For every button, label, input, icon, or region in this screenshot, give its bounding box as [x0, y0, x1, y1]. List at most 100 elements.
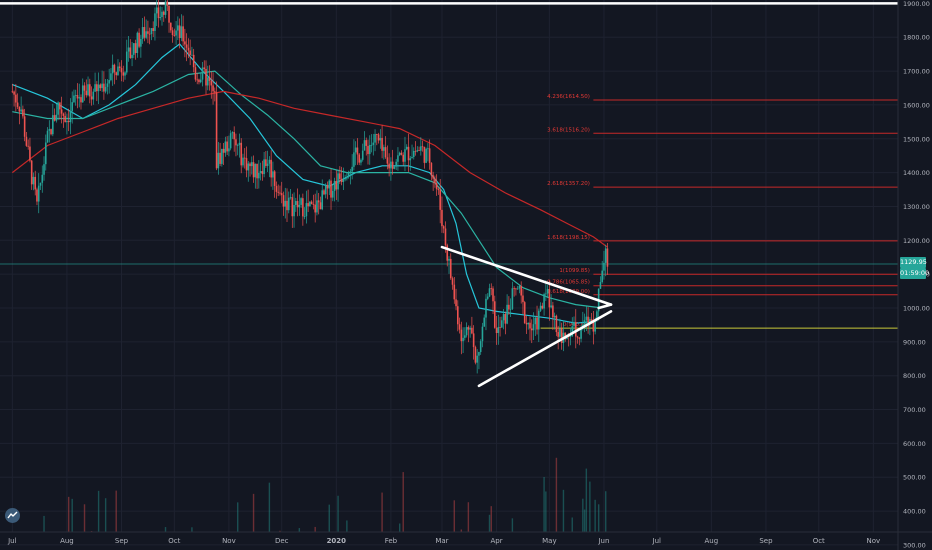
volume-bar	[467, 502, 470, 532]
volume-bar	[346, 520, 348, 532]
trendlines[interactable]	[440, 245, 613, 388]
candle-body	[108, 80, 110, 84]
tradingview-logo-icon[interactable]	[5, 508, 20, 523]
candle-body	[52, 115, 54, 135]
candle-body	[96, 84, 98, 92]
candle-body	[113, 64, 116, 73]
candle-body	[117, 66, 119, 76]
candle-body	[87, 84, 89, 96]
candle-body	[55, 114, 58, 121]
volume-bar	[605, 491, 607, 532]
volume-bar	[97, 490, 100, 532]
candle-body	[30, 160, 33, 185]
candle-body	[178, 25, 181, 39]
candle-body	[449, 258, 452, 279]
time-axis[interactable]: Jul Aug Sep Oct Nov Dec 2020 Feb Mar Apr May Jun Jul…	[0, 531, 932, 545]
candle-body	[326, 185, 329, 189]
candle-body	[23, 116, 26, 137]
candle-body	[53, 115, 56, 121]
volume-bar	[328, 504, 330, 532]
candle-body	[358, 154, 360, 163]
candle-body	[229, 133, 232, 149]
candle-body	[131, 54, 133, 59]
candle-body	[122, 72, 125, 76]
price-tick-label: 300.00	[903, 541, 926, 549]
candle-body	[479, 341, 482, 353]
candle-body	[25, 136, 28, 146]
candle-body	[353, 152, 355, 167]
candle-body	[106, 83, 109, 87]
candle-body	[261, 171, 264, 175]
candle-body	[141, 27, 144, 40]
candle-body	[397, 155, 399, 162]
candle-body	[215, 92, 218, 169]
candle-body	[606, 248, 609, 267]
candle-body	[541, 305, 544, 309]
candle-body	[324, 185, 327, 195]
candle-body	[539, 305, 542, 311]
candle-body	[152, 28, 154, 32]
candle-body	[411, 156, 413, 159]
candle-body	[76, 95, 79, 99]
candle-body	[282, 195, 285, 207]
candle-body	[64, 115, 66, 123]
candle-body	[268, 159, 271, 164]
candle-body	[171, 30, 174, 36]
time-tick-label: Nov	[867, 537, 881, 545]
candle-body	[552, 305, 554, 318]
candle-body	[316, 200, 318, 213]
candle-body	[78, 97, 81, 99]
candle-body	[395, 161, 397, 167]
candle-body	[354, 147, 357, 153]
volume-bar	[71, 498, 73, 532]
candle-body	[502, 314, 505, 321]
candle-body	[312, 204, 315, 205]
candle-body	[289, 197, 292, 199]
candle-body	[530, 328, 533, 331]
candle-body	[272, 171, 274, 178]
candle-body	[488, 288, 491, 297]
candle-body	[46, 130, 49, 143]
volume-bar	[279, 530, 281, 532]
candle-body	[365, 140, 368, 146]
candle-body	[192, 54, 195, 68]
volume-bar	[543, 476, 545, 532]
candle-body	[22, 109, 24, 117]
volume-bar	[594, 499, 596, 532]
volume-bars	[18, 457, 607, 532]
triangle-trendline	[440, 245, 613, 306]
candle-body	[157, 7, 160, 19]
candle-body	[60, 109, 63, 114]
candle-body	[580, 328, 582, 339]
candle-body	[18, 106, 21, 112]
candle-body	[303, 216, 306, 218]
candle-body	[182, 26, 184, 42]
time-tick-label: Feb	[385, 537, 398, 545]
candle-body	[515, 288, 517, 290]
candle-body	[587, 316, 589, 323]
candle-body	[458, 324, 461, 330]
candle-body	[298, 204, 301, 208]
candle-body	[242, 157, 244, 166]
candle-body	[48, 129, 51, 131]
candle-body	[538, 310, 540, 330]
candle-body	[446, 245, 449, 261]
candle-body	[44, 142, 47, 165]
candle-body	[32, 176, 35, 185]
candle-body	[97, 84, 100, 92]
candle-body	[189, 50, 191, 55]
candle-body	[356, 147, 359, 155]
price-tick-label: 900.00	[903, 338, 926, 346]
candle-body	[574, 322, 577, 337]
candle-body	[559, 328, 561, 337]
candle-body	[589, 319, 591, 323]
candle-body	[391, 161, 394, 169]
candle-body	[377, 134, 380, 141]
candle-body	[29, 146, 31, 161]
price-axis[interactable]: 1900.00 1800.00 1700.00 1600.00 1500.00 1400.…	[897, 0, 930, 550]
candle-body	[265, 159, 267, 166]
volume-bar	[585, 468, 588, 532]
volume-bar	[115, 490, 117, 532]
